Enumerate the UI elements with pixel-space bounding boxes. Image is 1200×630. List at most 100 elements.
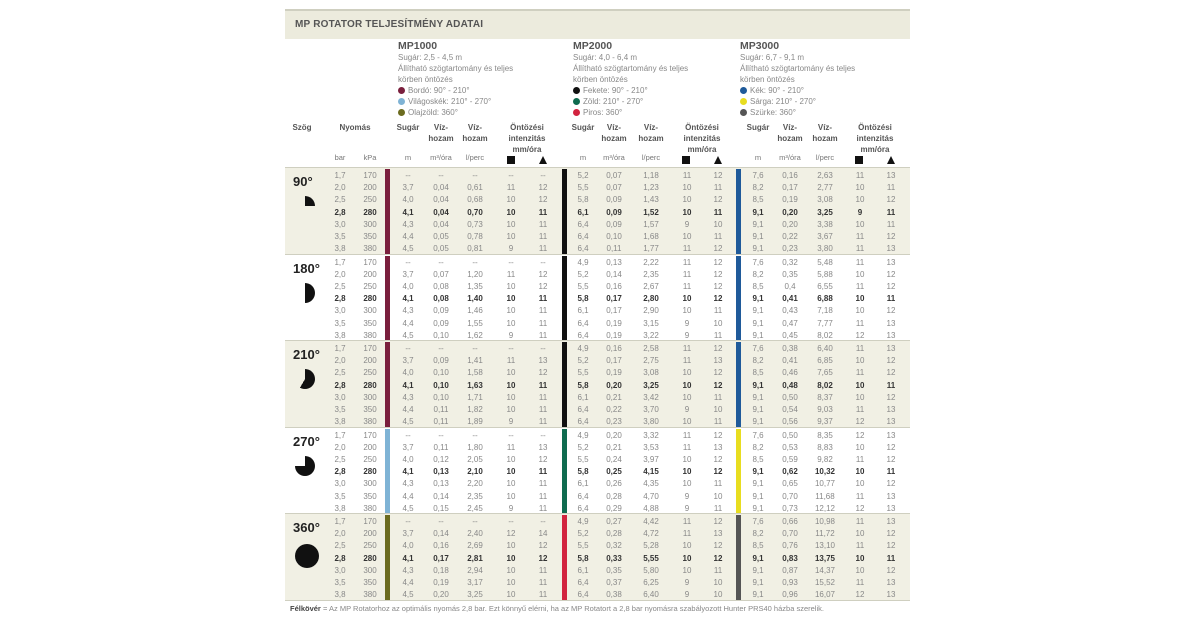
table-cell: 11 bbox=[713, 306, 723, 316]
table-cell: 10 bbox=[682, 417, 692, 427]
table-cell: 5,5 bbox=[577, 541, 589, 551]
table-cell: 9 bbox=[857, 207, 863, 217]
table-cell: 5,80 bbox=[643, 565, 659, 575]
table-row: 2,5 250 4,0 0,04 0,68 10 12 5,8 0,09 1,43 10 12 8,5 0… bbox=[285, 194, 910, 206]
section-90: 90° 1,7 170 -- -- -- -- -- 5,2 0,07 1,18 11 12 7,6 0,1… bbox=[285, 167, 910, 255]
angle-label: 90° bbox=[293, 174, 313, 189]
table-cell: 10 bbox=[682, 380, 692, 390]
legend-item: Szürke: 360° bbox=[740, 107, 910, 118]
table-cell: 280 bbox=[363, 553, 377, 563]
table-cell: 2,35 bbox=[643, 269, 659, 279]
color-dot-icon bbox=[740, 98, 747, 105]
table-cell: 13 bbox=[886, 171, 896, 180]
table-cell: 11 bbox=[713, 207, 723, 217]
270-degree-pie-icon bbox=[295, 455, 315, 476]
table-cell: 14,37 bbox=[814, 565, 836, 575]
table-cell: 4,9 bbox=[577, 517, 589, 526]
square-spacing-icon bbox=[855, 156, 863, 164]
table-cell: 3,7 bbox=[402, 442, 414, 452]
color-dot-icon bbox=[573, 109, 580, 116]
table-cell: 11 bbox=[713, 183, 723, 193]
model-desc: körben öntözés bbox=[398, 75, 453, 84]
table-cell: -- bbox=[472, 430, 478, 440]
table-cell: 12 bbox=[886, 392, 896, 402]
table-cell: 12 bbox=[713, 517, 723, 526]
table-cell: 200 bbox=[363, 356, 377, 366]
table-cell: 12 bbox=[886, 442, 896, 452]
header-flow-m3-line: Víz- bbox=[606, 123, 622, 132]
table-cell: 5,88 bbox=[817, 269, 833, 279]
table-cell: 2,20 bbox=[467, 479, 483, 489]
table-cell: 0,54 bbox=[782, 405, 798, 414]
table-cell: 10 bbox=[506, 590, 516, 600]
table-row: 3,0 300 4,3 0,04 0,73 10 11 6,4 0,09 1,57 9 10 9,1 0,… bbox=[285, 219, 910, 231]
table-cell: 0,61 bbox=[467, 183, 483, 193]
section-270: 270° 1,7 170 -- -- -- -- -- 4,9 0,20 3,32 11 12 7,6 0,… bbox=[285, 426, 910, 514]
table-cell: 9 bbox=[684, 491, 690, 501]
table-row: 2,8 280 4,1 0,17 2,81 10 12 5,8 0,33 5,55 10 12 9,1 0… bbox=[285, 553, 910, 565]
table-cell: 4,1 bbox=[402, 467, 414, 477]
table-cell: 5,8 bbox=[577, 380, 589, 390]
table-cell: -- bbox=[472, 344, 478, 353]
table-cell: 11 bbox=[538, 392, 548, 402]
table-cell: 13 bbox=[886, 491, 896, 501]
table-cell: 1,35 bbox=[467, 281, 483, 291]
table-cell: 4,0 bbox=[402, 368, 414, 378]
table-cell: 6,4 bbox=[577, 590, 589, 600]
table-cell: 13,10 bbox=[814, 541, 836, 551]
table-cell: 0,05 bbox=[433, 232, 449, 241]
legend-label: Kék: 90° - 210° bbox=[750, 86, 804, 95]
table-cell: 9 bbox=[684, 330, 690, 340]
header-radius-line: Sugár bbox=[571, 123, 595, 132]
table-cell: 8,5 bbox=[752, 195, 764, 205]
table-cell: 3,8 bbox=[334, 503, 346, 513]
table-cell: 5,8 bbox=[577, 467, 589, 477]
table-cell: 14 bbox=[538, 529, 548, 539]
table-cell: 4,42 bbox=[643, 517, 659, 526]
table-cell: 5,5 bbox=[577, 368, 589, 378]
table-cell: 11 bbox=[682, 281, 692, 291]
table-cell: 9,1 bbox=[752, 479, 764, 489]
table-cell: 0,07 bbox=[606, 183, 622, 193]
table-row: 1,7 170 -- -- -- -- -- 4,9 0,27 4,42 11 12 7,6 0,66 10… bbox=[285, 516, 910, 528]
table-cell: 0,19 bbox=[433, 578, 449, 587]
table-cell: 0,08 bbox=[433, 281, 449, 291]
table-cell: 10,77 bbox=[814, 479, 836, 489]
table-cell: 2,8 bbox=[334, 380, 346, 390]
table-cell: -- bbox=[405, 344, 411, 353]
table-cell: 1,57 bbox=[643, 219, 659, 229]
table-cell: 5,5 bbox=[577, 454, 589, 464]
table-cell: 0,10 bbox=[433, 380, 449, 390]
table-cell: 6,4 bbox=[577, 219, 589, 229]
table-cell: 10 bbox=[855, 219, 865, 229]
table-cell: 4,5 bbox=[402, 503, 414, 513]
footnote-bold-label: Félkövér bbox=[290, 604, 321, 613]
table-cell: 11 bbox=[538, 467, 548, 477]
table-cell: 12 bbox=[886, 565, 896, 575]
table-cell: 12 bbox=[538, 454, 548, 464]
table-cell: 4,5 bbox=[402, 244, 414, 254]
table-cell: 11,72 bbox=[815, 529, 835, 539]
table-cell: 3,80 bbox=[817, 244, 833, 254]
table-cell: 380 bbox=[363, 590, 377, 600]
table-cell: 3,32 bbox=[643, 430, 659, 440]
table-cell: 1,89 bbox=[467, 417, 483, 427]
table-cell: 10 bbox=[506, 368, 516, 378]
table-cell: 3,15 bbox=[643, 318, 659, 328]
table-row: 2,8 280 4,1 0,08 1,40 10 11 5,8 0,17 2,80 10 12 9,1 0… bbox=[285, 293, 910, 305]
table-cell: 6,25 bbox=[643, 578, 659, 587]
table-cell: 11 bbox=[682, 430, 692, 440]
table-cell: 12 bbox=[713, 380, 723, 390]
table-cell: 0,78 bbox=[467, 232, 483, 241]
table-cell: 5,8 bbox=[577, 553, 589, 563]
header-intensity-line: intenzitás bbox=[683, 134, 721, 143]
table-cell: 7,77 bbox=[817, 318, 833, 328]
table-cell: 13 bbox=[886, 517, 896, 526]
table-cell: 6,1 bbox=[577, 565, 589, 575]
table-cell: 7,6 bbox=[752, 517, 764, 526]
table-cell: 6,4 bbox=[577, 578, 589, 587]
table-cell: 12 bbox=[713, 344, 723, 353]
table-cell: 0,37 bbox=[606, 578, 622, 587]
table-cell: 3,5 bbox=[334, 232, 346, 241]
legend-label: Piros: 360° bbox=[583, 108, 623, 117]
